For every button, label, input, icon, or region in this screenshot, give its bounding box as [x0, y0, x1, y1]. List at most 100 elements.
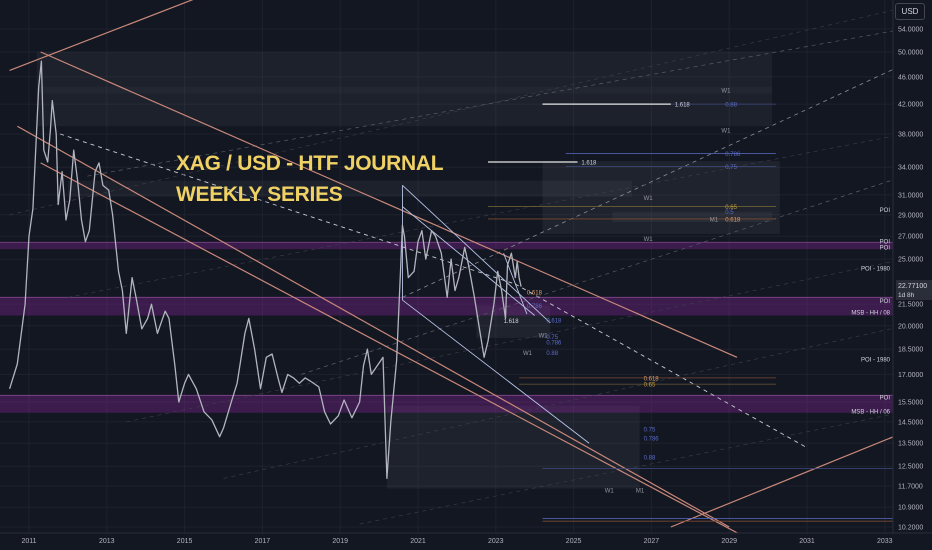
- fib-label: 0.75: [725, 165, 737, 171]
- fib-label: W1: [721, 129, 731, 135]
- currency-button[interactable]: USD: [895, 3, 925, 20]
- x-tick-label: 2015: [177, 538, 193, 545]
- y-tick-label: 42.0000: [898, 102, 923, 109]
- x-tick-label: 2027: [644, 538, 660, 545]
- y-tick-label: 12.5000: [898, 464, 923, 471]
- chart-title: XAG / USD - HTF JOURNAL: [176, 152, 444, 175]
- x-tick-label: 2011: [21, 538, 36, 545]
- fib-label: W1: [605, 488, 615, 494]
- trendline: [40, 51, 738, 358]
- zone-box: [36, 86, 772, 94]
- fib-label: M1: [636, 488, 645, 494]
- x-tick-label: 2017: [255, 538, 271, 545]
- fib-label: 0.75: [546, 335, 558, 341]
- zone-box: [386, 405, 640, 489]
- price-label-value: 22.77100: [898, 283, 927, 290]
- dashed-trendline: [301, 179, 893, 375]
- x-tick-label: 2013: [99, 538, 115, 545]
- price-label-countdown: 1d 8h: [898, 292, 915, 299]
- fib-label: 0.786: [644, 436, 660, 442]
- fib-label: 1.618: [581, 161, 597, 167]
- trendline: [670, 436, 893, 528]
- zone-box: [67, 180, 632, 197]
- fib-label: W1: [644, 196, 654, 202]
- y-tick-label: 15.5000: [898, 399, 923, 406]
- fib-label: 0.618: [725, 217, 741, 223]
- zone-box: [36, 52, 772, 127]
- y-tick-label: 21.5000: [898, 302, 923, 309]
- poi-band: [0, 242, 893, 250]
- zone-label: POI: [880, 299, 891, 305]
- fib-label: 0.75: [644, 428, 656, 434]
- y-tick-label: 20.0000: [898, 323, 923, 330]
- poi-band: [0, 395, 893, 413]
- channel-line: [402, 206, 535, 316]
- zone-label: POI: [880, 208, 891, 214]
- y-tick-label: 10.2000: [898, 525, 923, 532]
- zone-label: MSB - HH / 06: [851, 409, 890, 415]
- fib-label: 0.786: [546, 340, 562, 346]
- y-tick-label: 29.0000: [898, 212, 923, 219]
- channel-line: [402, 299, 590, 444]
- fib-label: 0.88: [546, 351, 558, 357]
- dashed-trendline: [9, 9, 893, 216]
- fib-label: 0.65: [644, 383, 656, 389]
- zone-label: POI: [880, 245, 891, 251]
- dashed-trendline: [67, 135, 893, 298]
- y-tick-label: 14.5000: [898, 419, 923, 426]
- trendline: [9, 0, 194, 72]
- fib-label: 0.618: [546, 318, 562, 324]
- chart-title-block: XAG / USD - HTF JOURNAL WEEKLY SERIES: [176, 148, 444, 210]
- fib-label: 1.618: [504, 319, 520, 325]
- fib-label: W1: [644, 237, 654, 243]
- poi-band: [0, 297, 893, 316]
- fib-label: M1: [710, 217, 719, 223]
- y-tick-label: 25.0000: [898, 257, 923, 264]
- fib-label: 0.88: [644, 455, 656, 461]
- fib-label: W1: [721, 89, 731, 95]
- x-tick-label: 2029: [721, 538, 737, 545]
- price-axis-panel: [893, 0, 932, 550]
- zone-label: MSB - HH / 08: [851, 310, 890, 316]
- y-tick-label: 50.0000: [898, 50, 923, 57]
- y-tick-label: 31.0000: [898, 192, 923, 199]
- fib-label: 1.618: [675, 103, 691, 109]
- y-tick-label: 10.9000: [898, 505, 923, 512]
- zone-label: POI: [880, 240, 891, 246]
- y-tick-label: 34.0000: [898, 165, 923, 172]
- zone-box: [612, 211, 772, 223]
- fib-label: 0.618: [527, 290, 543, 296]
- y-tick-label: 11.7000: [898, 484, 923, 491]
- trendline: [40, 162, 739, 533]
- chart-subtitle: WEEKLY SERIES: [176, 183, 343, 206]
- fib-label: W1: [539, 333, 549, 339]
- y-tick-label: 54.0000: [898, 27, 923, 34]
- y-tick-label: 46.0000: [898, 74, 923, 81]
- x-tick-label: 2033: [877, 538, 893, 545]
- y-tick-label: 18.5000: [898, 347, 923, 354]
- zone-label: POI - 1980: [861, 357, 891, 363]
- fib-label: 0.5: [725, 210, 734, 216]
- fib-label: 0.88: [725, 103, 737, 109]
- time-axis-panel: [0, 533, 932, 550]
- y-tick-label: 38.0000: [898, 132, 923, 139]
- trendline: [17, 125, 730, 528]
- x-tick-label: 2031: [799, 538, 815, 545]
- fib-label: W1: [523, 351, 533, 357]
- x-tick-label: 2021: [410, 538, 426, 545]
- y-tick-label: 17.0000: [898, 372, 923, 379]
- zone-label: POI - 1980: [861, 267, 891, 273]
- y-tick-label: 27.0000: [898, 234, 923, 241]
- fib-label: 0.65: [725, 205, 737, 211]
- channel-line: [402, 185, 551, 324]
- price-label-box: [896, 280, 932, 301]
- y-tick-label: 13.5000: [898, 441, 923, 448]
- fib-label: 0.618: [644, 376, 660, 382]
- x-tick-label: 2019: [332, 538, 348, 545]
- price-line: [8, 60, 522, 480]
- dashed-trendline: [87, 30, 893, 177]
- x-tick-label: 2025: [566, 538, 582, 545]
- zone-label: POI: [880, 396, 891, 402]
